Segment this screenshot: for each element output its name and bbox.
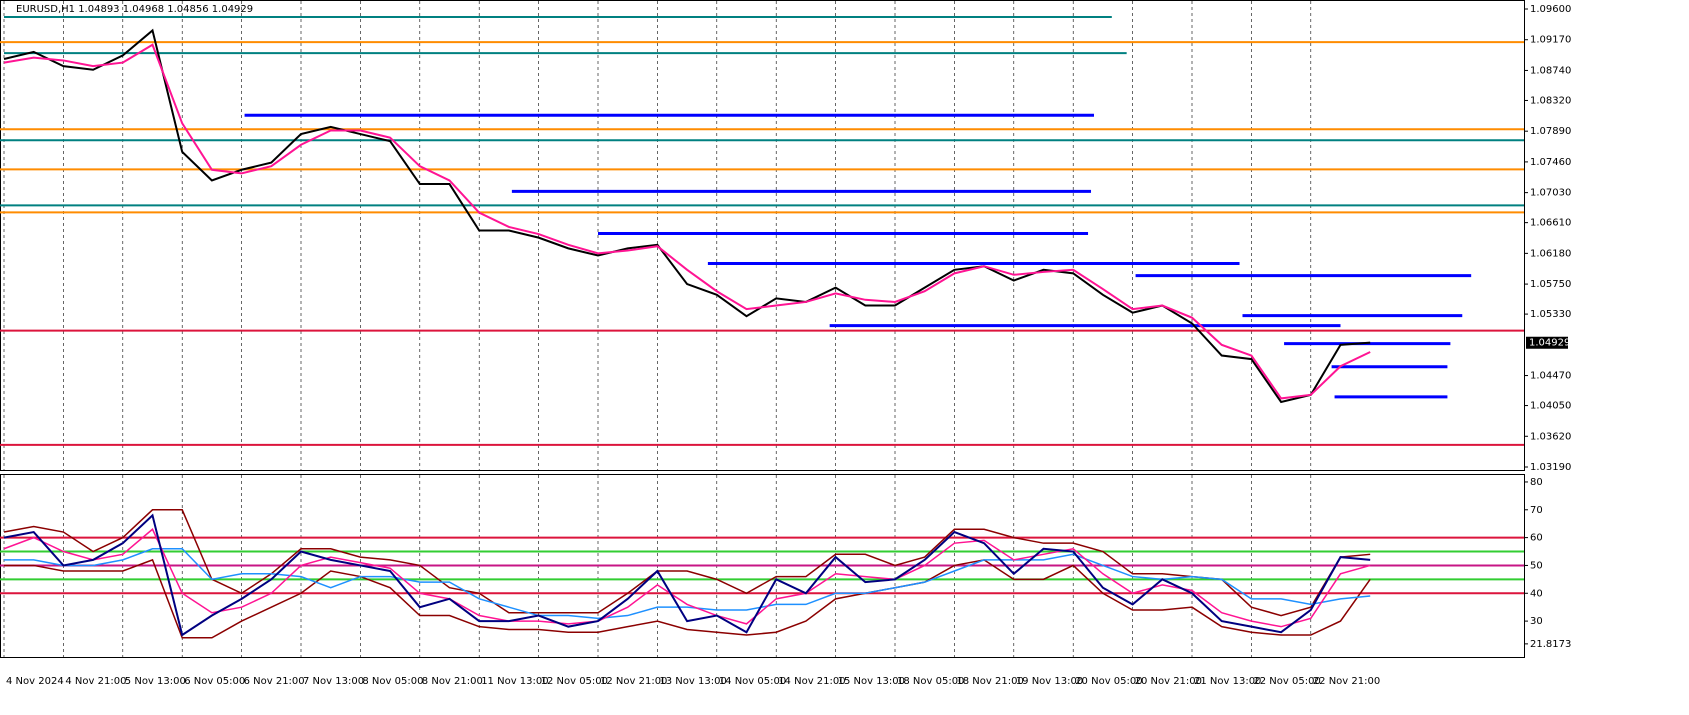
last-price-label: 1.04929 [1529,338,1570,349]
y-tick-label: 1.06610 [1530,218,1571,229]
y-tick-label: 60 [1530,533,1543,544]
series-line [4,558,1371,639]
x-tick-label: 22 Nov 21:00 [1313,676,1380,687]
series-line [3,43,1371,400]
y-tick-label: 30 [1530,616,1543,627]
x-tick-label: 6 Nov 21:00 [244,676,305,687]
y-tick-label: 1.03620 [1530,431,1571,442]
y-tick-label: 40 [1530,588,1543,599]
x-tick-label: 19 Nov 13:00 [1016,676,1083,687]
y-tick-label: 1.07460 [1530,157,1571,168]
series-line [3,509,1371,617]
x-tick-label: 21 Nov 13:00 [1194,676,1261,687]
x-tick-label: 12 Nov 05:00 [541,676,608,687]
x-tick-label: 18 Nov 05:00 [897,676,964,687]
y-tick-label: 1.03190 [1530,462,1571,473]
x-tick-label: 11 Nov 13:00 [481,676,548,687]
x-tick-label: 5 Nov 13:00 [125,676,186,687]
price-panel [0,0,1525,471]
y-tick-label: 70 [1530,505,1543,516]
y-tick-label: 21.8173 [1530,639,1571,650]
y-tick-label: 1.06180 [1530,248,1571,259]
x-tick-label: 12 Nov 21:00 [600,676,667,687]
series-line [3,513,1371,637]
y-tick-label: 1.08320 [1530,95,1571,106]
x-tick-label: 6 Nov 05:00 [184,676,245,687]
series-line [4,547,1371,620]
x-tick-label: 8 Nov 05:00 [362,676,423,687]
series-line [3,28,1371,404]
series-line [3,528,1371,628]
x-tick-label: 4 Nov 21:00 [65,676,126,687]
x-tick-label: 22 Nov 05:00 [1253,676,1320,687]
x-tick-label: 20 Nov 21:00 [1135,676,1202,687]
x-tick-label: 13 Nov 13:00 [659,676,726,687]
y-tick-label: 1.09600 [1530,4,1571,15]
x-tick-label: 14 Nov 21:00 [778,676,845,687]
y-tick-label: 1.07890 [1530,126,1571,137]
y-tick-label: 1.08740 [1530,65,1571,76]
x-tick-label: 15 Nov 13:00 [838,676,905,687]
x-tick-label: 20 Nov 05:00 [1075,676,1142,687]
x-tick-label: 4 Nov 2024 [6,676,64,687]
y-tick-label: 80 [1530,477,1543,488]
y-tick-label: 1.07030 [1530,188,1571,199]
x-tick-label: 8 Nov 21:00 [422,676,483,687]
x-tick-label: 14 Nov 05:00 [719,676,786,687]
y-tick-label: 1.04050 [1530,401,1571,412]
y-tick-label: 1.05750 [1530,279,1571,290]
y-tick-label: 1.09170 [1530,35,1571,46]
chart-title: EURUSD,H1 1.04893 1.04968 1.04856 1.0492… [16,4,253,15]
y-tick-label: 50 [1530,560,1543,571]
last-price-box [1526,336,1568,349]
x-tick-label: 7 Nov 13:00 [303,676,364,687]
y-tick-label: 1.04470 [1530,371,1571,382]
x-tick-label: 18 Nov 21:00 [956,676,1023,687]
y-tick-label: 1.05330 [1530,309,1571,320]
